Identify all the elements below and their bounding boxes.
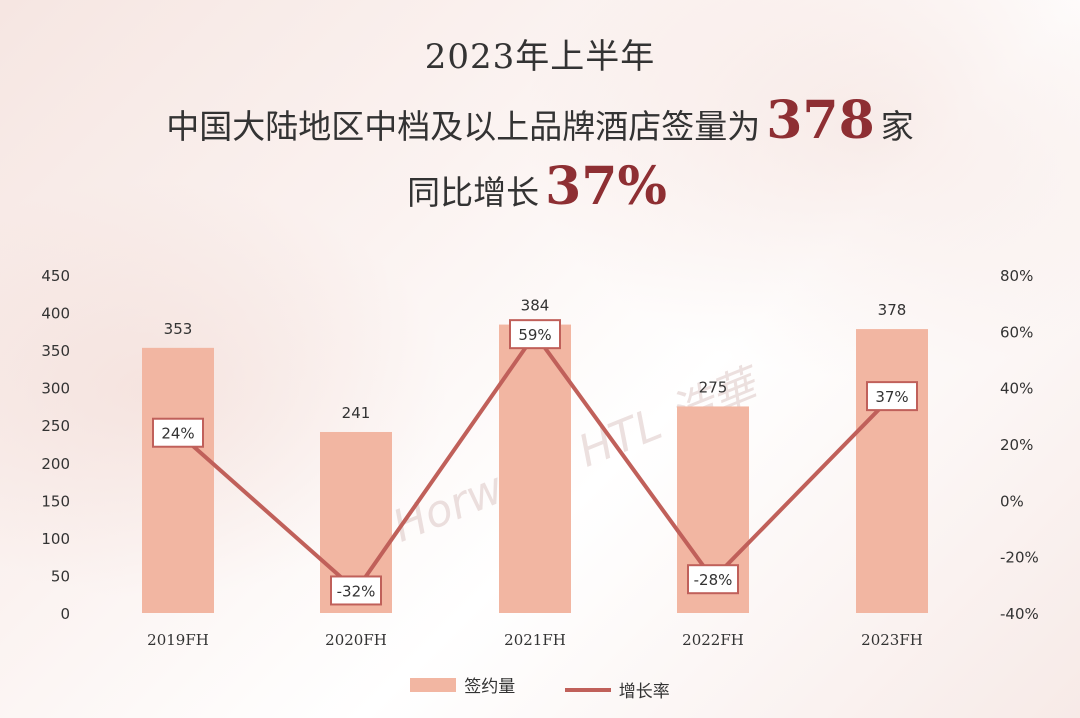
title-highlight-count: 378 xyxy=(766,90,875,151)
title-line-2: 中国大陆地区中档及以上品牌酒店签量为 378 家 xyxy=(0,88,1080,154)
bar-value-label: 384 xyxy=(521,297,550,315)
y-right-tick-label: 80% xyxy=(1000,267,1033,285)
title-line-3: 同比增长 37% xyxy=(0,154,1080,220)
y-left-tick-label: 300 xyxy=(41,380,70,398)
y-right-tick-label: -40% xyxy=(1000,605,1039,623)
y-right-tick-label: 0% xyxy=(1000,492,1024,510)
legend-swatch-line xyxy=(564,687,611,692)
y-left-tick-label: 250 xyxy=(41,417,70,435)
bar-value-label: 275 xyxy=(699,378,728,396)
axes: 0 50 100 150 200 250 300 350 400 450 -40% -20% 0% 20%… xyxy=(41,267,1038,649)
bar xyxy=(499,324,571,613)
line-data-label: 37% xyxy=(875,388,908,406)
y-right-tick-label: 60% xyxy=(1000,323,1033,341)
x-tick-label: 2022FH xyxy=(682,631,744,649)
y-left-tick-label: 350 xyxy=(41,342,70,360)
legend-item-line: 增长率 xyxy=(564,677,670,702)
y-left-tick-label: 100 xyxy=(41,530,70,548)
legend-item-bar: 签约量 xyxy=(410,672,515,697)
line-data-label-box xyxy=(866,381,918,412)
line-data-label: 24% xyxy=(161,425,194,443)
bar-value-label: 378 xyxy=(878,301,907,319)
bar xyxy=(142,347,214,613)
bar xyxy=(856,329,928,613)
x-tick-label: 2019FH xyxy=(147,631,209,649)
title-line-3-text: 同比增长 xyxy=(407,173,540,212)
line-data-label: -32% xyxy=(337,582,376,600)
legend: 签约量 增长率 xyxy=(0,672,1080,702)
y-left-tick-label: 200 xyxy=(41,455,70,473)
legend-label-line: 增长率 xyxy=(618,682,670,702)
line-data-label: 59% xyxy=(518,326,551,344)
x-tick-label: 2020FH xyxy=(325,631,387,649)
chart-title: 2023年上半年 中国大陆地区中档及以上品牌酒店签量为 378 家 同比增长 37% xyxy=(0,30,1080,220)
line-data-label: -28% xyxy=(694,571,733,589)
title-line-2-unit: 家 xyxy=(880,107,914,146)
x-tick-label: 2023FH xyxy=(861,631,923,649)
line-series: 24% -32% 59% -28% 37% xyxy=(152,319,918,606)
bar-value-label: 241 xyxy=(342,404,371,422)
line-data-label-box xyxy=(509,319,561,350)
title-highlight-growth: 37% xyxy=(545,156,667,217)
y-left-tick-label: 50 xyxy=(51,567,70,585)
y-right-tick-label: 20% xyxy=(1000,436,1033,454)
y-left-tick-label: 0 xyxy=(60,605,70,623)
legend-swatch-bar xyxy=(410,677,457,692)
y-left-tick-label: 150 xyxy=(41,492,70,510)
title-line-1: 2023年上半年 xyxy=(424,37,656,77)
title-line-2-text: 中国大陆地区中档及以上品牌酒店签量为 xyxy=(166,107,761,146)
y-left-tick-label: 450 xyxy=(41,267,70,285)
bar-value-label: 353 xyxy=(164,320,193,338)
x-tick-label: 2021FH xyxy=(504,631,566,649)
line-data-label-box xyxy=(687,564,739,595)
line-data-label-box xyxy=(330,575,382,606)
y-left-tick-label: 400 xyxy=(41,305,70,323)
line-data-label-box xyxy=(152,417,204,448)
bar-series: 353 241 384 275 378 xyxy=(142,297,928,613)
legend-label-bar: 签约量 xyxy=(464,677,516,697)
y-right-tick-label: 40% xyxy=(1000,380,1033,398)
y-right-tick-label: -20% xyxy=(1000,549,1039,567)
